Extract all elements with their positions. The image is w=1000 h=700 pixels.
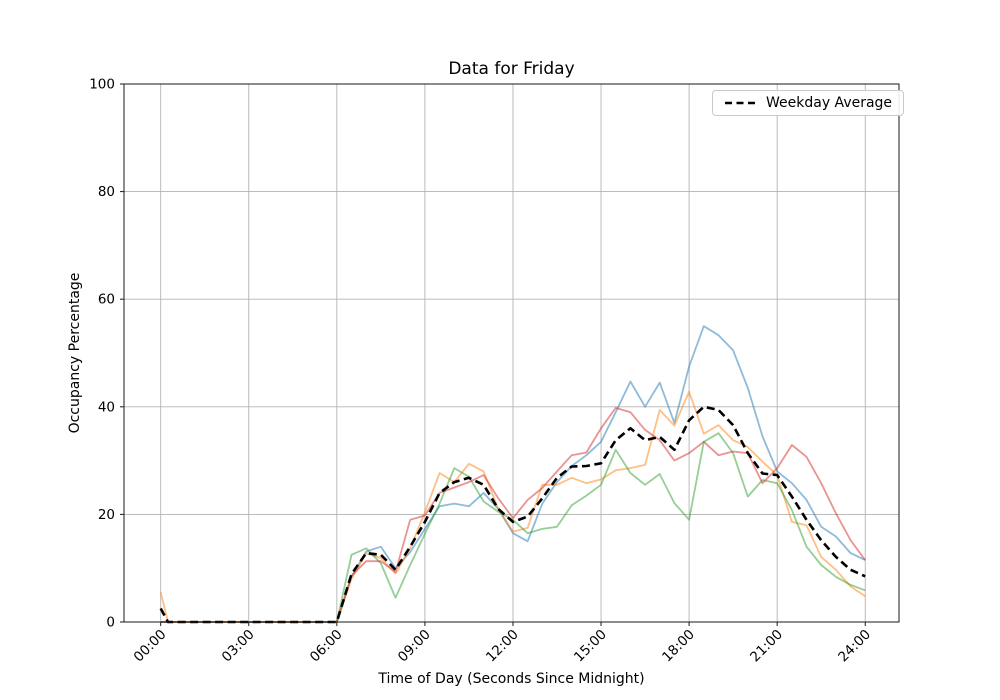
y-tick-label: 80	[98, 184, 115, 200]
y-tick-label: 40	[98, 399, 115, 415]
x-tick-label: 00:00	[131, 627, 170, 666]
legend-dashed-line-swatch	[724, 97, 756, 109]
dashed-line-icon	[725, 101, 755, 105]
x-axis-label: Time of Day (Seconds Since Midnight)	[378, 671, 645, 687]
y-tick-label: 60	[98, 292, 115, 308]
x-tick-label: 15:00	[571, 627, 610, 666]
x-tick-label: 12:00	[483, 627, 522, 666]
x-tick-label: 03:00	[219, 627, 258, 666]
x-tick-label: 06:00	[307, 627, 346, 666]
chart-title: Data for Friday	[448, 59, 575, 79]
x-tick-label: 24:00	[835, 627, 874, 666]
y-tick-label: 20	[98, 507, 115, 523]
y-axis-label: Occupancy Percentage	[67, 272, 83, 434]
y-tick-label: 100	[89, 77, 115, 93]
x-tick-label: 18:00	[659, 627, 698, 666]
x-tick-label: 21:00	[747, 627, 786, 666]
legend: Weekday Average	[712, 90, 905, 116]
plot-border	[123, 83, 900, 623]
x-tick-label: 09:00	[395, 627, 434, 666]
y-tick-label: 0	[106, 615, 115, 631]
legend-item-label: Weekday Average	[766, 95, 893, 111]
